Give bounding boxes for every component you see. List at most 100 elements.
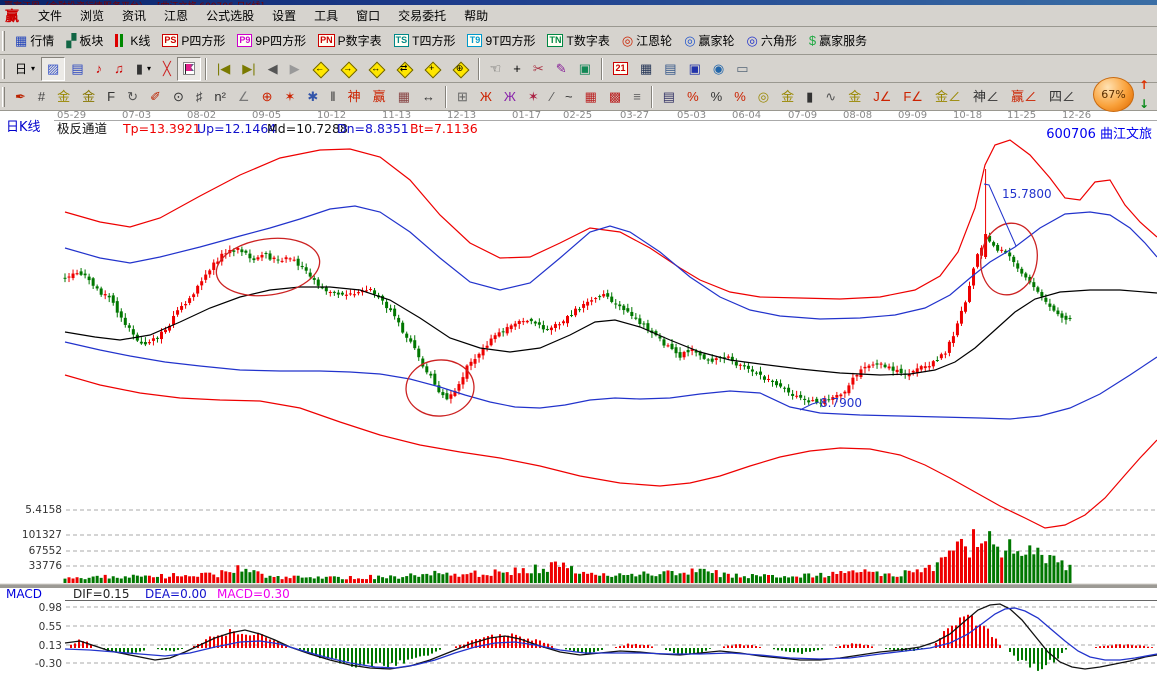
tool-cycle-circle[interactable]: ⊙ xyxy=(167,85,190,109)
btn-last-page[interactable]: ▶| xyxy=(236,57,261,81)
tool-shen-angle[interactable]: 神∠ xyxy=(967,85,1005,109)
btn-brush-purple[interactable]: ✎ xyxy=(550,57,573,81)
tool-pen-line[interactable]: ∕ xyxy=(545,85,559,109)
tool-circle-gold[interactable]: ◎ xyxy=(752,85,775,109)
zoom-down-arrow-icon[interactable]: ↓ xyxy=(1138,97,1150,111)
tool-ruler-123[interactable]: ▦ xyxy=(392,85,416,109)
menu-item-7[interactable]: 窗口 xyxy=(356,9,381,23)
menu-item-2[interactable]: 资讯 xyxy=(122,9,147,23)
tool-gann-grid2[interactable]: 金 xyxy=(76,85,101,109)
menu-item-6[interactable]: 工具 xyxy=(314,9,339,23)
menu-item-4[interactable]: 公式选股 xyxy=(206,9,255,23)
tool-lines3[interactable]: ≡ xyxy=(627,85,647,109)
btn-pattern[interactable]: ▨ xyxy=(41,56,66,81)
tool-ying[interactable]: 赢 xyxy=(367,85,392,109)
menu-item-5[interactable]: 设置 xyxy=(272,9,297,23)
btn-notepad[interactable]: ▤ xyxy=(658,57,682,81)
btn-t-table[interactable]: TN T数字表 xyxy=(541,29,615,53)
tool-pct[interactable]: % xyxy=(705,85,729,109)
tool-n2[interactable]: n² xyxy=(208,85,232,109)
btn-hexagon[interactable]: ◎ 六角形 xyxy=(741,29,803,53)
tool-web-red[interactable]: ✶ xyxy=(522,85,545,109)
tool-f-angle[interactable]: F∠ xyxy=(897,85,929,109)
tool-grid-red[interactable]: ▦ xyxy=(579,85,603,109)
tool-bar-pair[interactable]: ‖ xyxy=(324,85,341,109)
btn-shift-right[interactable]: → xyxy=(334,57,362,81)
btn-blocks[interactable]: ▞ 板块 xyxy=(60,29,109,53)
btn-calculator[interactable]: ▦ xyxy=(634,57,658,81)
tool-star-grid[interactable]: ✱ xyxy=(301,85,324,109)
tool-measure[interactable]: ↔ xyxy=(416,85,441,109)
menu-item-9[interactable]: 帮助 xyxy=(464,9,489,23)
tool-ink-candle[interactable]: ▮ xyxy=(800,85,819,109)
tool-chart-pct[interactable]: ▤ xyxy=(657,85,681,109)
tool-spiral[interactable]: ↻ xyxy=(121,85,144,109)
zoom-level-badge[interactable]: 67% xyxy=(1093,77,1134,112)
btn-winner-service[interactable]: $ 赢家服务 xyxy=(803,29,873,53)
btn-snip[interactable]: ✂ xyxy=(527,57,550,81)
chart-region[interactable]: 05-29 07-03 08-02 09-05 10-12 11-13 12-13 01-17… xyxy=(0,110,1157,679)
tool-si-angle[interactable]: 四∠ xyxy=(1043,85,1081,109)
btn-hand[interactable]: ☜ xyxy=(484,57,508,81)
btn-p-table[interactable]: PN P数字表 xyxy=(312,29,388,53)
menu-item-0[interactable]: 文件 xyxy=(38,9,63,23)
btn-expand[interactable]: ↔ xyxy=(362,57,390,81)
tool-f-grid[interactable]: F xyxy=(101,85,121,109)
tool-gann-gold[interactable]: 金 xyxy=(775,85,800,109)
tool-box-lines[interactable]: ⊞ xyxy=(451,85,474,109)
btn-next[interactable]: ▶ xyxy=(284,57,306,81)
toolbar-gripper[interactable] xyxy=(2,58,5,79)
btn-bars-3[interactable]: ♪ xyxy=(90,57,109,81)
menu-item-1[interactable]: 浏览 xyxy=(80,9,105,23)
tool-wave[interactable]: ~ xyxy=(559,85,579,109)
btn-prev[interactable]: ◀ xyxy=(262,57,284,81)
tool-star-red[interactable]: ✶ xyxy=(278,85,301,109)
btn-quotes[interactable]: ▦ 行情 xyxy=(9,29,60,53)
tool-grid[interactable]: # xyxy=(32,85,51,109)
tool-pct-red[interactable]: % xyxy=(681,85,705,109)
menu-item-3[interactable]: 江恩 xyxy=(164,9,189,23)
period-day-select[interactable]: 日 ▾ xyxy=(9,57,41,81)
btn-compress[interactable]: ⇄ xyxy=(390,57,418,81)
btn-save[interactable]: ▣ xyxy=(683,57,707,81)
btn-gann-wheel[interactable]: ◎ 江恩轮 xyxy=(616,29,678,53)
btn-candle-style[interactable]: ▮ ▾ xyxy=(130,57,157,81)
btn-zoom-in-dia[interactable]: + xyxy=(418,57,446,81)
tool-pencil-ruler[interactable]: ✐ xyxy=(144,85,167,109)
btn-p-square[interactable]: PS P四方形 xyxy=(156,29,231,53)
btn-shift-left[interactable]: ← xyxy=(306,57,334,81)
tool-fan-red[interactable]: Ж xyxy=(474,85,498,109)
btn-stamp[interactable]: ╳ xyxy=(157,57,177,81)
toolbar-gripper[interactable] xyxy=(2,30,5,51)
zoom-up-arrow-icon[interactable]: ↑ xyxy=(1138,78,1150,92)
btn-print[interactable]: ▭ xyxy=(730,57,754,81)
btn-zoom-all[interactable]: ⊕ xyxy=(446,57,474,81)
tool-gann-grid-gold[interactable]: 金 xyxy=(51,85,76,109)
tool-hash[interactable]: ♯ xyxy=(190,85,209,109)
btn-export-web[interactable]: ◉ xyxy=(707,57,730,81)
tool-gold-line[interactable]: 金 xyxy=(842,85,867,109)
toolbar-gripper[interactable] xyxy=(2,86,5,107)
btn-bars-9[interactable]: ♫ xyxy=(108,57,130,81)
tool-wave2[interactable]: ∿ xyxy=(819,85,842,109)
btn-9t-square[interactable]: T9 9T四方形 xyxy=(461,29,541,53)
btn-winner-wheel[interactable]: ◎ 赢家轮 xyxy=(678,29,740,53)
kline-chart[interactable]: 05-29 07-03 08-02 09-05 10-12 11-13 12-13 01-17… xyxy=(0,110,1157,679)
tool-fan-purple[interactable]: Ж xyxy=(498,85,522,109)
tool-compass-red[interactable]: ⊕ xyxy=(256,85,279,109)
tool-brush[interactable]: ✒ xyxy=(9,85,32,109)
menu-item-8[interactable]: 交易委托 xyxy=(398,9,447,23)
tool-j-angle[interactable]: J∠ xyxy=(867,85,897,109)
tool-shen[interactable]: 神 xyxy=(342,85,367,109)
btn-flag[interactable] xyxy=(176,56,201,81)
tool-grid-red2[interactable]: ▩ xyxy=(603,85,627,109)
tool-angle[interactable]: ∠ xyxy=(232,85,256,109)
btn-info-doc[interactable]: ▤ xyxy=(65,57,89,81)
tool-ying-angle[interactable]: 赢∠ xyxy=(1005,85,1043,109)
btn-picture[interactable]: ▣ xyxy=(573,57,597,81)
tool-pct-under[interactable]: % xyxy=(728,85,752,109)
btn-t-square[interactable]: TS T四方形 xyxy=(388,29,462,53)
btn-9p-square[interactable]: P9 9P四方形 xyxy=(231,29,312,53)
tool-gold-angle[interactable]: 金∠ xyxy=(929,85,967,109)
btn-calendar[interactable]: 21 xyxy=(607,57,634,81)
